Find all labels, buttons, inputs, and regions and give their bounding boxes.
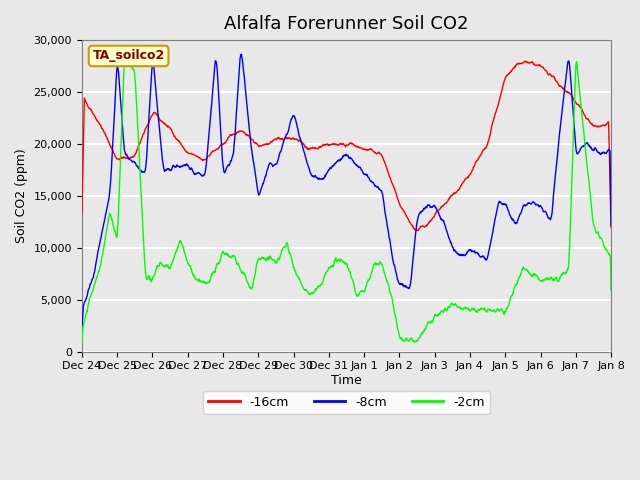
-16cm [78,211,86,217]
-2cm [411,339,419,345]
-2cm [119,95,127,100]
-16cm [607,225,615,230]
Text: TA_soilco2: TA_soilco2 [93,49,164,62]
-8cm [323,169,331,175]
-2cm [323,268,331,274]
Title: Alfalfa Forerunner Soil CO2: Alfalfa Forerunner Soil CO2 [224,15,468,33]
-2cm [314,285,321,290]
-16cm [521,59,529,64]
-8cm [314,175,321,181]
-16cm [303,144,310,150]
-16cm [314,146,321,152]
Legend: -16cm, -8cm, -2cm: -16cm, -8cm, -2cm [204,391,490,414]
Line: -2cm: -2cm [82,57,611,342]
-8cm [237,51,245,57]
-2cm [380,266,387,272]
Line: -16cm: -16cm [82,61,611,231]
Line: -8cm: -8cm [82,54,611,330]
-8cm [607,223,615,228]
-2cm [141,260,148,265]
-8cm [303,159,310,165]
-2cm [122,54,129,60]
-8cm [78,327,86,333]
-2cm [78,339,86,345]
-16cm [141,129,148,135]
-8cm [141,169,148,175]
-8cm [380,196,387,202]
-16cm [379,155,387,161]
X-axis label: Time: Time [331,374,362,387]
-16cm [323,141,331,147]
-16cm [414,228,422,234]
-16cm [119,156,127,161]
-8cm [119,128,127,134]
-2cm [607,288,615,293]
Y-axis label: Soil CO2 (ppm): Soil CO2 (ppm) [15,148,28,243]
-2cm [303,288,310,293]
